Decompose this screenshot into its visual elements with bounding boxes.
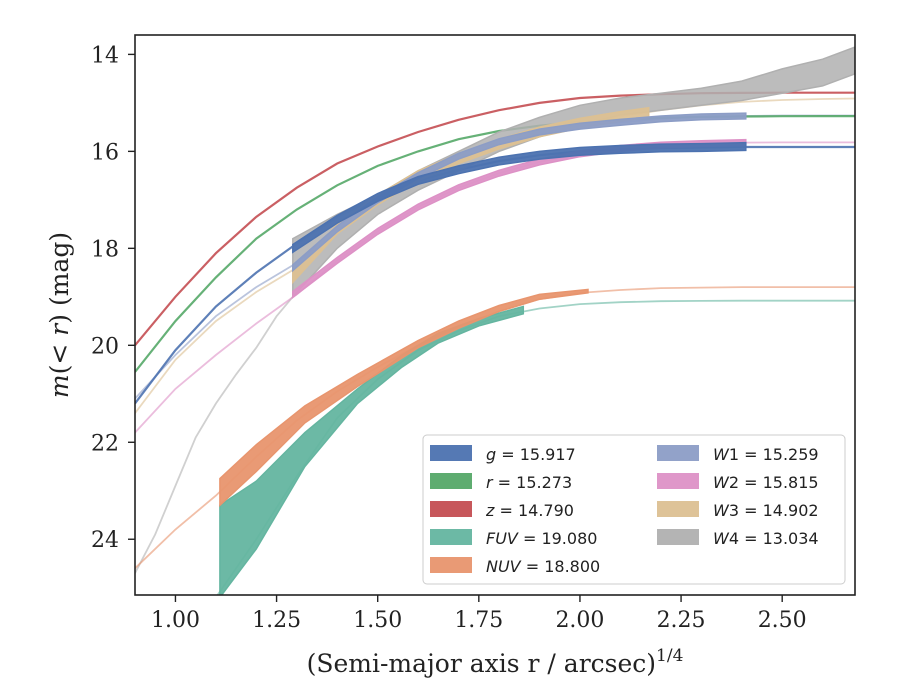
legend-label-w3: W3 = 14.902	[713, 501, 819, 520]
y-axis-label-part: (<	[45, 336, 74, 375]
x-tick-label: 2.25	[657, 608, 706, 633]
y-axis-ticks: 14 16 18 20 22 24	[91, 43, 135, 553]
legend-label-fuv: FUV = 19.080	[486, 529, 597, 548]
x-axis-label-exponent: 1/4	[656, 646, 683, 666]
series-nuv-data-band	[219, 288, 589, 508]
x-axis-ticks: 1.00 1.25 1.50 1.75 2.00 2.25 2.50	[151, 595, 807, 633]
y-tick-label: 24	[91, 528, 119, 553]
x-axis-label: (Semi-major axis r / arcsec)1/4	[307, 646, 684, 678]
series-g-data-band	[292, 141, 747, 254]
legend-box	[422, 434, 846, 585]
legend-label-w2: W2 = 15.815	[713, 473, 819, 492]
plot-area	[135, 46, 855, 595]
y-tick-label: 18	[91, 237, 119, 262]
y-tick-label: 22	[91, 431, 119, 456]
axes-frame	[134, 34, 856, 596]
legend-label-w4: W4 = 13.034	[713, 529, 819, 548]
y-axis-label-part: ) (mag)	[45, 232, 74, 324]
x-tick-label: 1.50	[353, 608, 402, 633]
legend-swatch-nuv	[430, 557, 472, 573]
y-tick-label: 14	[91, 43, 119, 68]
series-w4-model-curve	[135, 296, 294, 574]
legend-label-nuv: NUV = 18.800	[486, 557, 600, 576]
legend-label-z: z = 14.790	[485, 501, 574, 520]
legend-swatch-r	[430, 473, 472, 489]
legend: g = 15.917 r = 15.273 z = 14.790 FUV = 19.0…	[422, 434, 846, 585]
legend-swatch-g	[430, 445, 472, 461]
legend-swatch-w4	[657, 529, 699, 545]
y-axis-label-part: m	[45, 374, 74, 398]
legend-label-g: g = 15.917	[486, 445, 576, 464]
y-tick-label: 20	[91, 334, 119, 359]
legend-swatch-w3	[657, 501, 699, 517]
x-tick-label: 1.75	[454, 608, 503, 633]
x-tick-label: 1.00	[151, 608, 200, 633]
x-tick-label: 1.25	[252, 608, 301, 633]
y-axis-label-part: r	[45, 322, 74, 336]
x-tick-label: 2.00	[555, 608, 604, 633]
legend-swatch-z	[430, 501, 472, 517]
y-tick-label: 16	[91, 140, 119, 165]
y-axis-label: m(< r) (mag)	[45, 232, 74, 398]
legend-label-r: r = 15.273	[486, 473, 572, 492]
legend-swatch-fuv	[430, 529, 472, 545]
series-fuv-data-band	[219, 305, 525, 595]
legend-swatch-w1	[657, 445, 699, 461]
legend-label-w1: W1 = 15.259	[713, 445, 819, 464]
x-tick-label: 2.50	[758, 608, 807, 633]
legend-swatch-w2	[657, 473, 699, 489]
